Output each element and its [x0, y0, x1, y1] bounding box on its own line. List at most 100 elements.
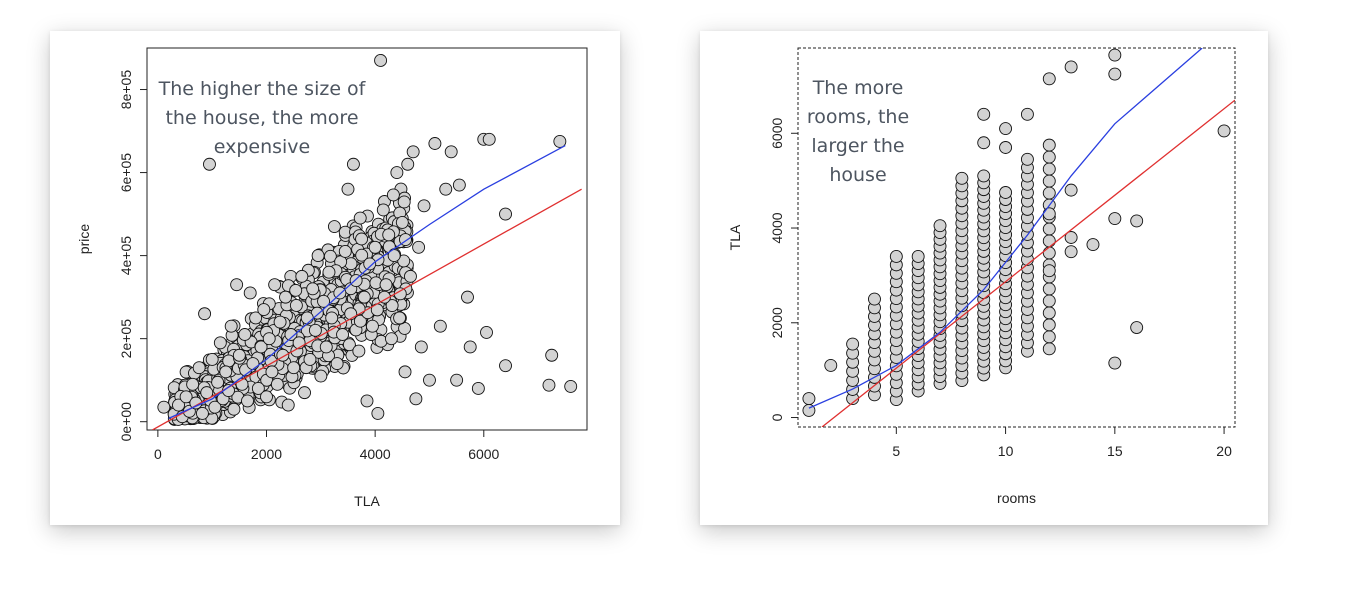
data-point [230, 278, 244, 292]
data-point [322, 265, 336, 279]
linear-fit-line [821, 99, 1235, 427]
data-point [371, 406, 385, 420]
data-point [824, 358, 838, 372]
data-point [195, 406, 209, 420]
data-point [251, 382, 265, 395]
data-point [232, 348, 246, 362]
data-point [338, 245, 352, 258]
data-point [480, 325, 493, 339]
data-point [317, 294, 330, 308]
data-point [386, 188, 400, 202]
data-point [1064, 231, 1078, 244]
data-point [208, 400, 222, 414]
data-point [401, 157, 415, 171]
data-point [499, 359, 512, 373]
data-point [1042, 264, 1056, 278]
x-tick-label: 6000 [468, 446, 499, 462]
data-point [260, 390, 273, 404]
data-point [265, 365, 279, 379]
x-tick-label: 20 [1216, 443, 1232, 459]
data-point [1064, 245, 1078, 259]
data-point [279, 290, 292, 304]
data-point [353, 314, 367, 328]
data-point [1108, 67, 1122, 81]
x-tick-label: 0 [154, 446, 162, 462]
data-point [889, 249, 903, 263]
data-point [205, 352, 219, 366]
data-point [977, 136, 991, 150]
data-point [461, 290, 474, 304]
x-axis-title: TLA [354, 493, 380, 509]
data-point [412, 240, 426, 254]
data-point [1042, 138, 1056, 152]
data-point [295, 269, 309, 283]
data-point [374, 54, 388, 67]
data-point [355, 232, 369, 246]
data-point [360, 394, 374, 408]
data-point [227, 402, 241, 416]
data-point [238, 328, 252, 341]
data-point [406, 145, 420, 159]
data-point [911, 249, 925, 263]
data-point [241, 394, 254, 408]
data-point [179, 390, 193, 404]
data-point [344, 307, 358, 321]
data-point [281, 398, 295, 412]
data-point [219, 365, 233, 379]
data-point [450, 373, 464, 387]
data-point [306, 282, 320, 296]
data-point [198, 307, 212, 321]
data-point [1042, 222, 1056, 236]
y-tick-label: 2000 [769, 307, 785, 338]
data-point [289, 283, 303, 297]
annotation-line: the house, the more [165, 107, 358, 129]
data-point [428, 137, 442, 150]
data-point [1217, 124, 1231, 138]
data-point [1042, 72, 1056, 86]
data-point [999, 141, 1013, 154]
plot-frame [146, 47, 588, 431]
data-point [333, 286, 347, 300]
smooth-fit-line [808, 48, 1203, 409]
y-tick-label: 0e+00 [118, 402, 134, 442]
data-point [376, 203, 390, 217]
data-point [300, 311, 314, 325]
data-point [319, 340, 333, 354]
annotation-line: larger the [811, 135, 904, 157]
data-point [564, 379, 578, 393]
data-point [311, 249, 325, 263]
data-point [1042, 306, 1056, 320]
data-point [268, 278, 282, 292]
data-point [433, 319, 447, 333]
data-point [423, 373, 436, 387]
y-tick-label: 6000 [769, 117, 785, 148]
data-point [186, 377, 200, 391]
data-point [1042, 342, 1056, 356]
chart-panel-right: 5 10 15 20 0 2000 4000 6000 rooms TLA The more room… [700, 31, 1268, 525]
data-point [385, 299, 399, 312]
data-point [977, 169, 991, 183]
x-tick-label: 5 [892, 443, 900, 459]
data-point [303, 352, 317, 366]
data-point [284, 328, 298, 341]
data-point [346, 157, 360, 171]
annotation-line: The more [812, 77, 904, 99]
data-point [393, 311, 407, 325]
data-point [298, 386, 311, 400]
data-point [977, 107, 991, 121]
y-axis-title: price [76, 224, 92, 255]
data-point [243, 286, 257, 300]
data-point [1020, 107, 1034, 121]
data-point [1042, 246, 1056, 260]
data-point [398, 365, 412, 379]
data-point [802, 392, 816, 406]
data-point [353, 211, 367, 225]
data-point [355, 248, 369, 262]
data-point [213, 336, 227, 350]
data-point [325, 311, 339, 325]
data-point [330, 357, 344, 371]
data-point [1042, 186, 1056, 200]
data-point [439, 182, 453, 196]
data-point [553, 134, 567, 148]
data-point [157, 400, 171, 414]
